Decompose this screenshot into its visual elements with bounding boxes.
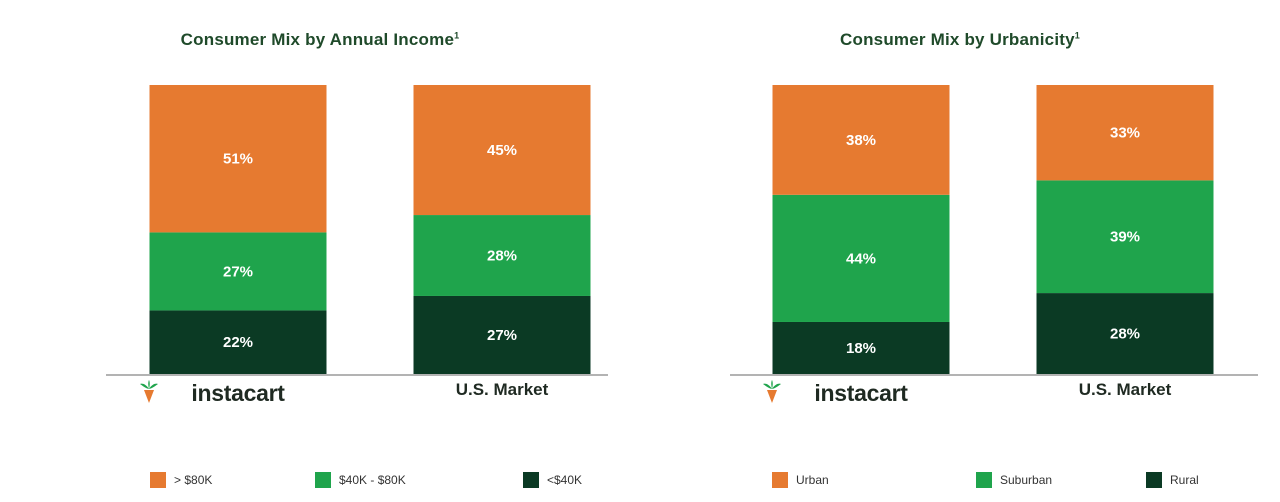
bar-segment <box>149 232 327 311</box>
carrot-logo-icon <box>140 380 158 403</box>
bar-segment <box>1036 85 1214 181</box>
legend: Urban Suburban Rural <box>640 472 1280 492</box>
legend-item-mid-income: $40K - $80K <box>315 472 406 488</box>
data-label: 33% <box>1110 125 1140 142</box>
data-label: 44% <box>846 250 876 267</box>
income-chart-plot: 22% 27% 51% 27% 28% 45% <box>106 85 608 376</box>
data-label: 27% <box>223 263 253 280</box>
chart-title: Consumer Mix by Annual Income1 <box>180 30 460 49</box>
legend-swatch <box>150 472 166 488</box>
chart-title: Consumer Mix by Urbanicity1 <box>840 30 1080 49</box>
bar-segment <box>1036 180 1214 294</box>
bar-segment <box>149 85 327 233</box>
urbanicity-chart-plot: 18% 44% 38% 28% 39% 33% <box>730 85 1258 376</box>
data-label: 28% <box>487 248 517 265</box>
bar-segment <box>772 321 950 374</box>
data-label: 27% <box>487 327 517 344</box>
legend-swatch <box>772 472 788 488</box>
data-label: 45% <box>487 142 517 159</box>
legend-swatch <box>523 472 539 488</box>
legend-swatch <box>315 472 331 488</box>
bar-segment <box>772 85 950 195</box>
legend: > $80K $40K - $80K <$40K <box>0 472 640 492</box>
data-label: 28% <box>1110 326 1140 343</box>
category-label-us-market: U.S. Market <box>455 380 549 399</box>
legend-swatch <box>1146 472 1162 488</box>
data-label: 39% <box>1110 229 1140 246</box>
category-label-us-market: U.S. Market <box>1078 380 1172 399</box>
category-label-instacart: instacart <box>138 380 338 407</box>
data-label: 18% <box>846 340 876 357</box>
carrot-logo-icon <box>763 380 781 403</box>
data-label: 38% <box>846 132 876 149</box>
legend-item-high-income: > $80K <box>150 472 212 488</box>
data-label: 22% <box>223 334 253 351</box>
legend-item-urban: Urban <box>772 472 829 488</box>
bar-segment <box>149 310 327 374</box>
bar-segment <box>413 295 591 374</box>
bar-segment <box>772 194 950 322</box>
legend-item-suburban: Suburban <box>976 472 1052 488</box>
legend-item-rural: Rural <box>1146 472 1199 488</box>
category-label-instacart: instacart <box>761 380 961 407</box>
urbanicity-chart: Consumer Mix by Urbanicity1 18% 44% 38% 28%… <box>640 0 1280 502</box>
legend-swatch <box>976 472 992 488</box>
legend-item-low-income: <$40K <box>523 472 582 488</box>
bar-segment <box>413 85 591 216</box>
data-label: 51% <box>223 151 253 168</box>
bar-segment <box>1036 293 1214 374</box>
income-chart: Consumer Mix by Annual Income1 22% 27% 51%… <box>0 30 640 492</box>
bar-segment <box>413 215 591 296</box>
